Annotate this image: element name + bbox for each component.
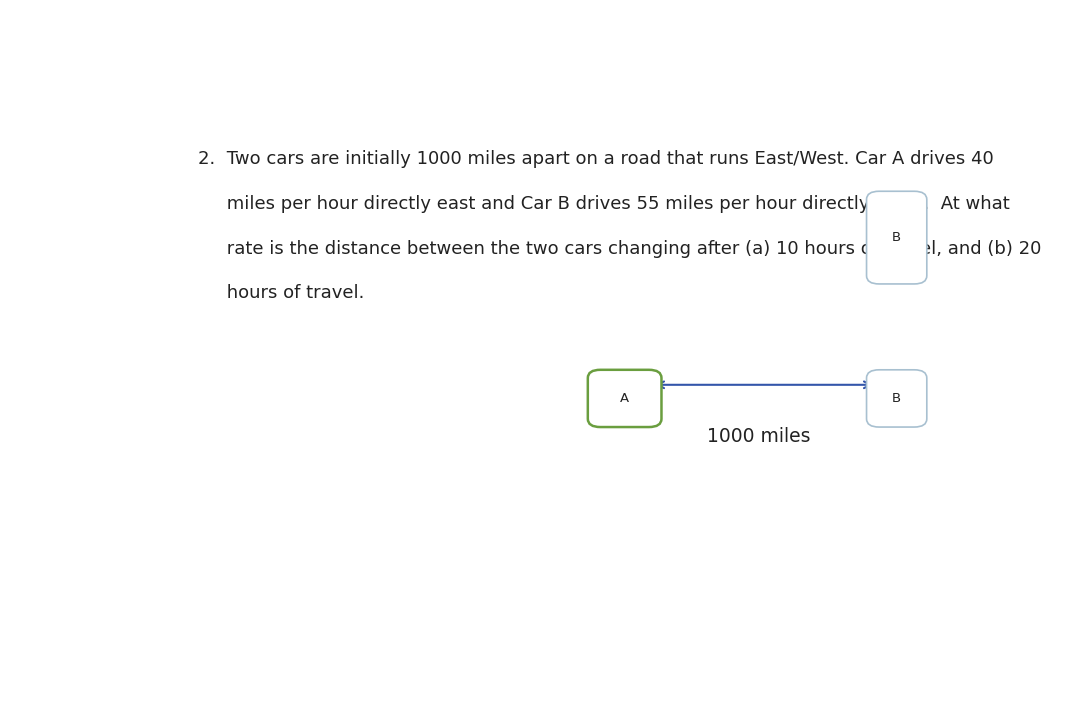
Text: A: A (620, 392, 630, 405)
FancyBboxPatch shape (866, 370, 927, 427)
FancyBboxPatch shape (588, 370, 661, 427)
Text: miles per hour directly east and Car B drives 55 miles per hour directly north. : miles per hour directly east and Car B d… (198, 195, 1010, 213)
Text: 1000 miles: 1000 miles (706, 427, 810, 446)
Text: B: B (892, 392, 901, 405)
Text: hours of travel.: hours of travel. (198, 285, 364, 302)
FancyBboxPatch shape (866, 191, 927, 284)
Text: B: B (892, 231, 901, 244)
Text: rate is the distance between the two cars changing after (a) 10 hours of travel,: rate is the distance between the two car… (198, 240, 1041, 258)
Text: 2.  Two cars are initially 1000 miles apart on a road that runs East/West. Car A: 2. Two cars are initially 1000 miles apa… (198, 150, 994, 169)
